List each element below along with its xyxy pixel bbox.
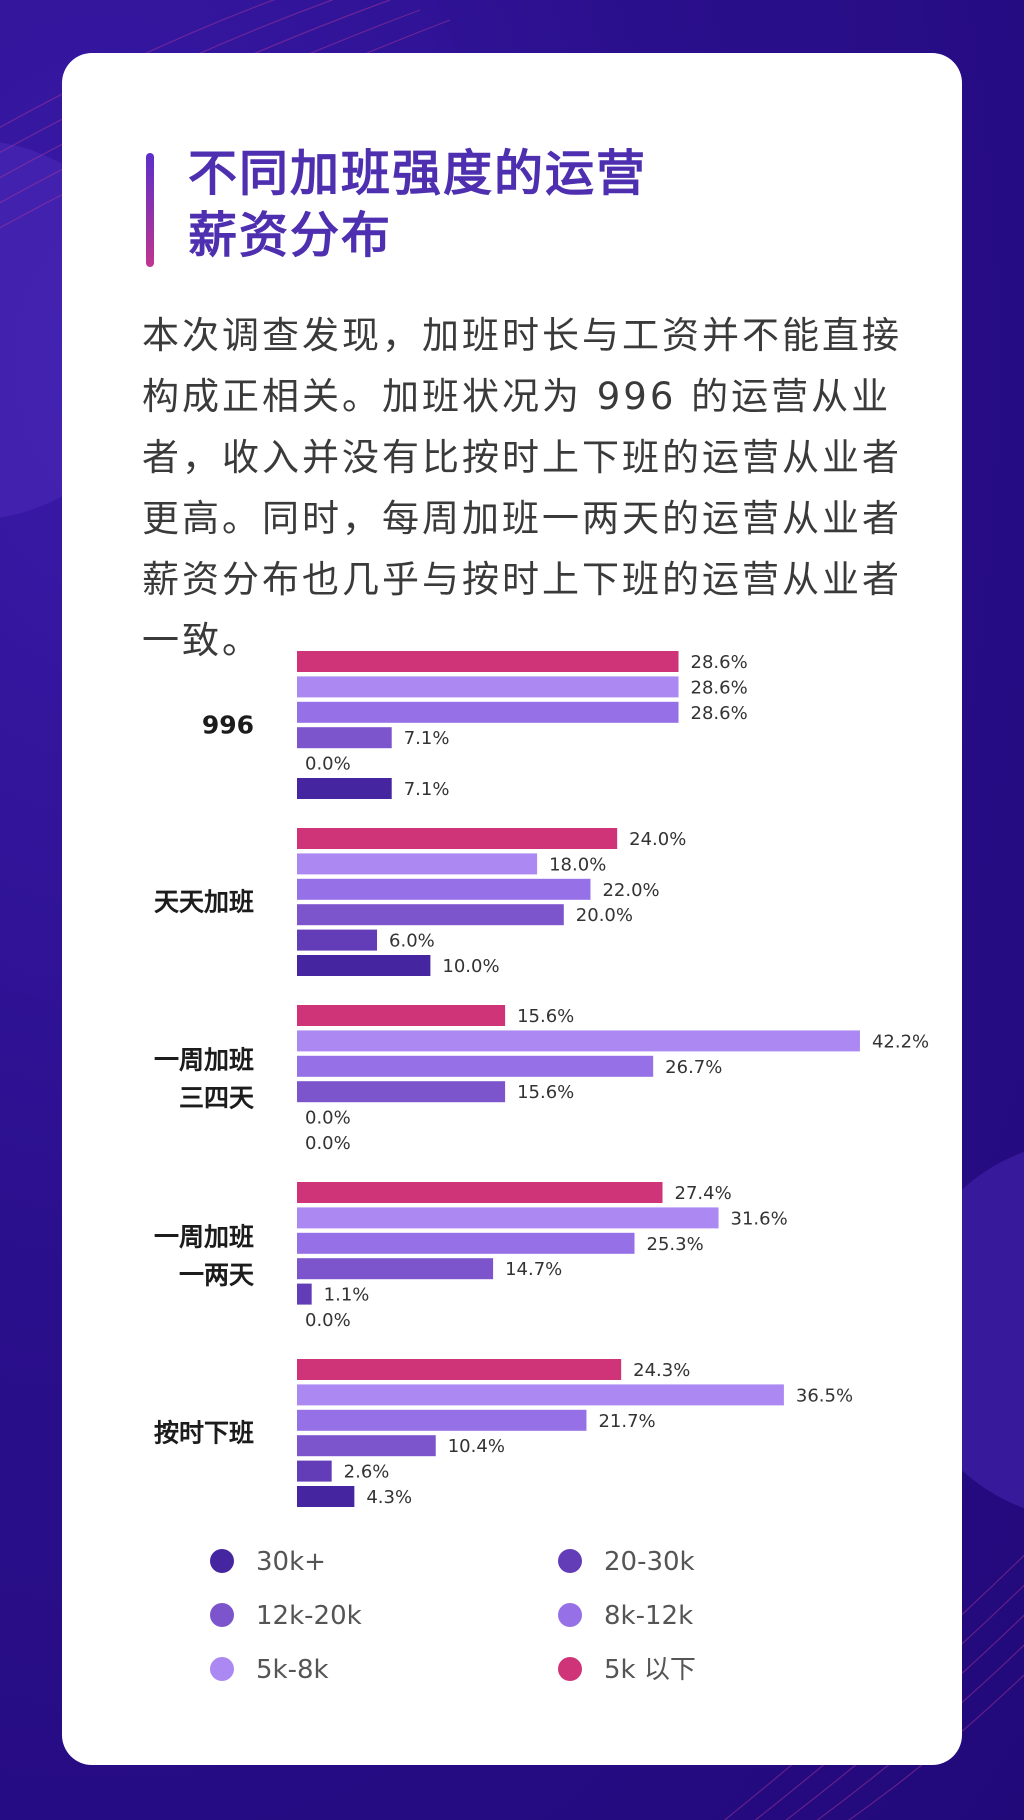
bar-value-label: 15.6% bbox=[517, 1006, 574, 1027]
bar bbox=[297, 1409, 587, 1431]
bar-value-label: 20.0% bbox=[576, 905, 633, 926]
category-label: 一周加班 bbox=[154, 1046, 254, 1075]
bar-value-label: 22.0% bbox=[602, 880, 659, 901]
bar bbox=[297, 727, 392, 749]
bar-value-label: 0.0% bbox=[305, 754, 351, 775]
bar-value-label: 24.0% bbox=[629, 829, 686, 850]
bar bbox=[297, 1005, 506, 1026]
content-card: 不同加班强度的运营 薪资分布 本次调查发现，加班时长与工资并不能直接构成正相关。… bbox=[62, 53, 962, 1765]
bar-value-label: 27.4% bbox=[675, 1183, 732, 1204]
bar bbox=[297, 778, 392, 799]
legend-swatch bbox=[558, 1603, 582, 1627]
bar-value-label: 0.0% bbox=[305, 1133, 351, 1154]
bar-value-label: 15.6% bbox=[517, 1082, 574, 1103]
bar bbox=[297, 904, 564, 926]
bar-value-label: 7.1% bbox=[404, 779, 450, 800]
bar-value-label: 7.1% bbox=[404, 728, 450, 749]
bar bbox=[297, 878, 591, 900]
legend-swatch bbox=[558, 1549, 582, 1573]
bar-value-label: 6.0% bbox=[389, 931, 435, 952]
bar bbox=[297, 1283, 312, 1305]
bar bbox=[297, 1359, 622, 1380]
legend-label: 5k-8k bbox=[256, 1655, 329, 1685]
legend-label: 20-30k bbox=[604, 1547, 695, 1577]
bar-value-label: 36.5% bbox=[796, 1385, 853, 1406]
bar-value-label: 10.0% bbox=[442, 956, 499, 977]
legend-label: 30k+ bbox=[256, 1547, 326, 1577]
bar bbox=[297, 1030, 860, 1052]
bar bbox=[297, 701, 679, 723]
category-label: 按时下班 bbox=[154, 1419, 254, 1448]
bar bbox=[297, 1486, 355, 1507]
legend-label: 8k-12k bbox=[604, 1601, 693, 1631]
bar-value-label: 26.7% bbox=[665, 1057, 722, 1078]
legend-swatch bbox=[210, 1603, 234, 1627]
bar bbox=[297, 1384, 784, 1406]
bar bbox=[297, 676, 679, 698]
bar bbox=[297, 929, 378, 951]
bar bbox=[297, 1258, 494, 1280]
bar-value-label: 0.0% bbox=[305, 1310, 351, 1331]
title-accent-bar bbox=[146, 153, 154, 267]
bar bbox=[297, 651, 679, 672]
bar bbox=[297, 1460, 332, 1482]
category-label: 一两天 bbox=[179, 1261, 254, 1290]
legend-swatch bbox=[558, 1657, 582, 1681]
bar-value-label: 14.7% bbox=[505, 1259, 562, 1280]
bar-value-label: 42.2% bbox=[872, 1031, 929, 1052]
salary-bar-chart: 996 28.6% 28.6% 28.6% 7.1% 0.0% 7.1% 天天加班 24.0% 1… bbox=[154, 651, 929, 1685]
bar-value-label: 18.0% bbox=[549, 854, 606, 875]
legend-swatch bbox=[210, 1549, 234, 1573]
bar-value-label: 4.3% bbox=[366, 1487, 412, 1508]
category-label: 一周加班 bbox=[154, 1223, 254, 1252]
category-label: 天天加班 bbox=[154, 888, 254, 917]
bar bbox=[297, 1232, 635, 1254]
page-title-line-1: 不同加班强度的运营 bbox=[188, 145, 648, 202]
intro-paragraph: 本次调查发现，加班时长与工资并不能直接构成正相关。加班状况为 996 的运营从业… bbox=[142, 314, 902, 662]
bar-value-label: 28.6% bbox=[691, 652, 748, 673]
category-label: 三四天 bbox=[179, 1084, 254, 1113]
bar bbox=[297, 955, 431, 976]
bar-value-label: 10.4% bbox=[448, 1436, 505, 1457]
bar-value-label: 24.3% bbox=[633, 1360, 690, 1381]
bar bbox=[297, 1081, 506, 1103]
bar-value-label: 25.3% bbox=[647, 1234, 704, 1255]
page-title-line-2: 薪资分布 bbox=[188, 207, 393, 264]
category-label: 996 bbox=[202, 711, 254, 740]
bar-value-label: 28.6% bbox=[691, 703, 748, 724]
legend-swatch bbox=[210, 1657, 234, 1681]
bar bbox=[297, 1207, 719, 1229]
bar-value-label: 21.7% bbox=[598, 1411, 655, 1432]
bar-value-label: 1.1% bbox=[324, 1285, 370, 1306]
bar bbox=[297, 828, 618, 849]
bar bbox=[297, 1182, 663, 1203]
bar bbox=[297, 853, 538, 875]
page-title: 不同加班强度的运营 薪资分布 bbox=[188, 143, 748, 267]
bar-value-label: 0.0% bbox=[305, 1108, 351, 1129]
bar-value-label: 28.6% bbox=[691, 677, 748, 698]
legend-label: 5k 以下 bbox=[604, 1655, 696, 1685]
bar-value-label: 2.6% bbox=[344, 1462, 390, 1483]
bar bbox=[297, 1055, 654, 1077]
bar-value-label: 31.6% bbox=[731, 1208, 788, 1229]
legend-label: 12k-20k bbox=[256, 1601, 362, 1631]
bar bbox=[297, 1435, 436, 1457]
